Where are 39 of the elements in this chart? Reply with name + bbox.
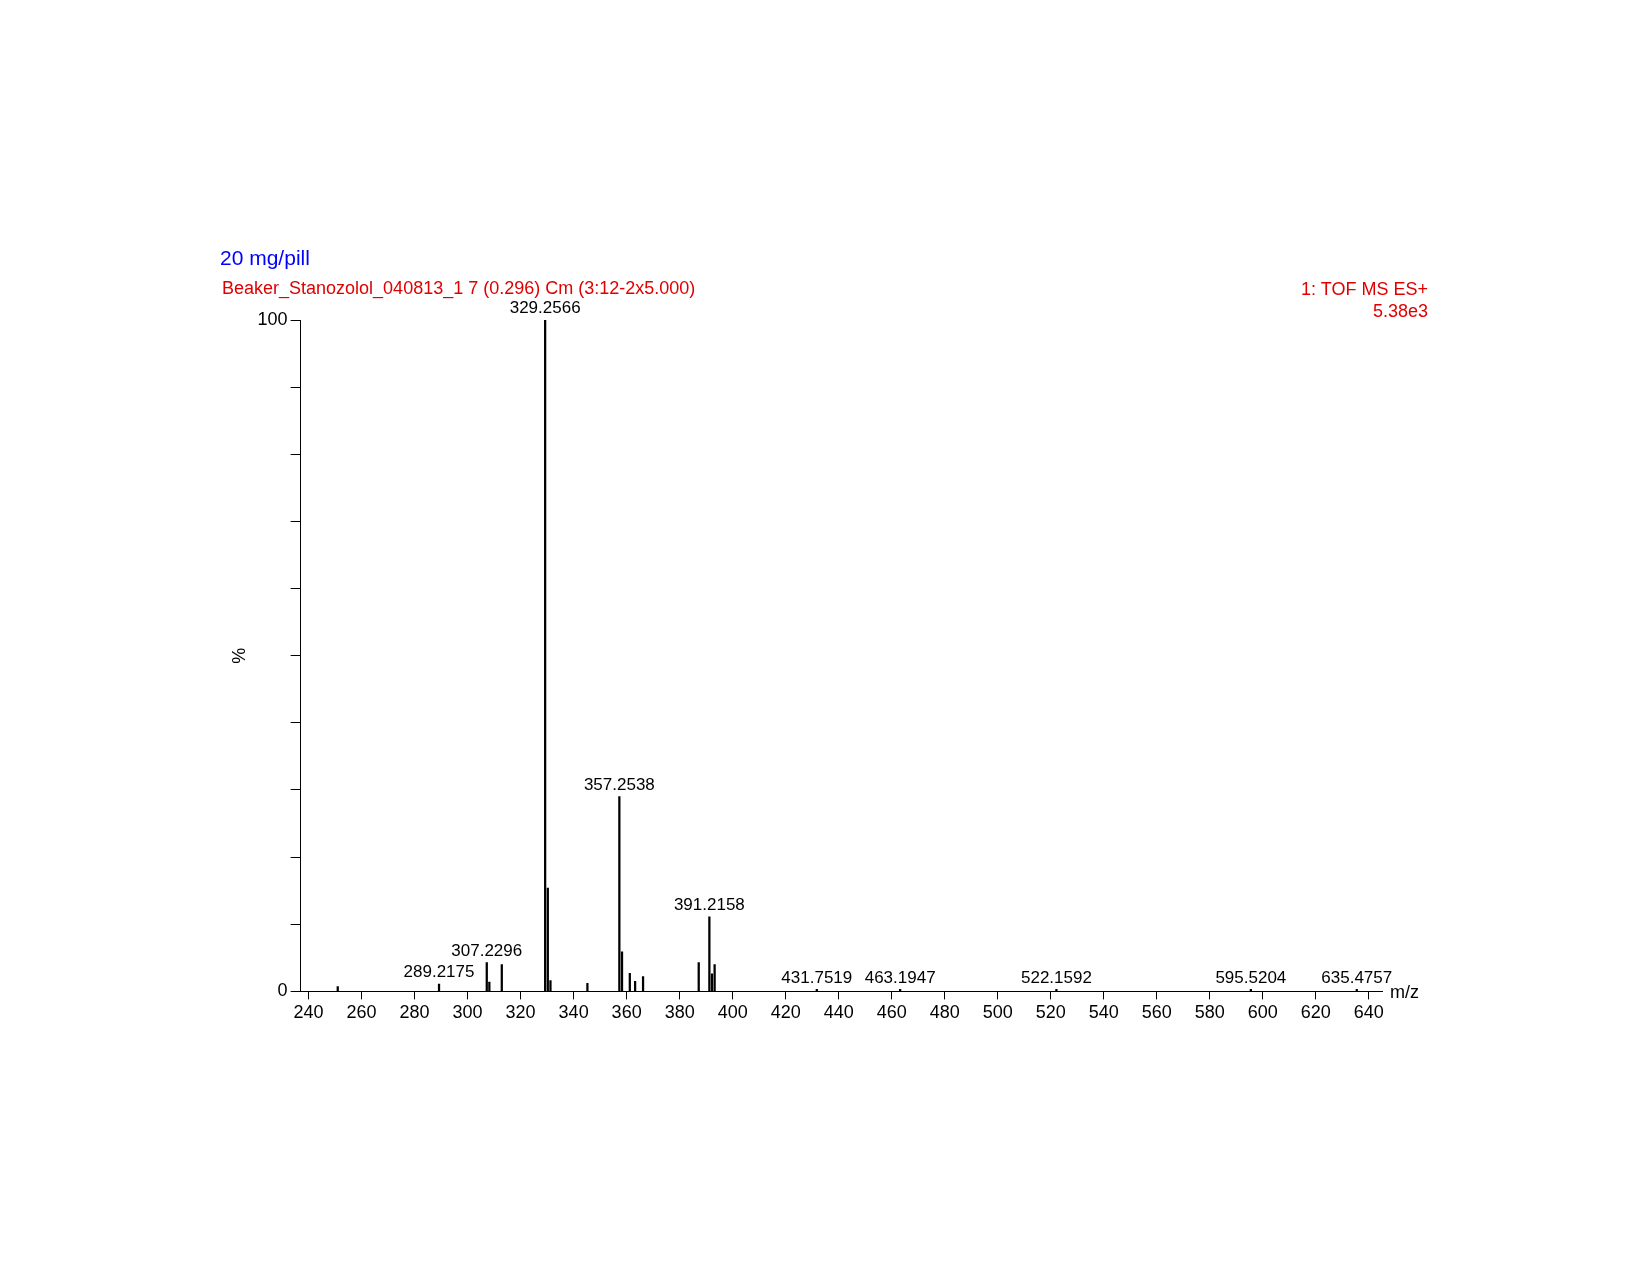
x-tick-label: 600 [1247, 1002, 1278, 1023]
annotation: 391.2158 [673, 895, 745, 915]
x-tick-label: 420 [770, 1002, 801, 1023]
x-tick-label: 280 [399, 1002, 430, 1023]
annotation: 463.1947 [864, 967, 936, 987]
x-axis-title: m/z [1390, 982, 1419, 1003]
y-axis-title: % [228, 647, 249, 664]
annotation: 522.1592 [1020, 967, 1092, 987]
x-tick-label: 540 [1088, 1002, 1119, 1023]
x-tick-label: 460 [876, 1002, 907, 1023]
annotation: 289.2175 [403, 962, 475, 982]
x-tick-label: 580 [1194, 1002, 1225, 1023]
annotation: 431.7519 [781, 967, 853, 987]
annotation: 595.5204 [1215, 967, 1287, 987]
x-tick-label: 240 [293, 1002, 324, 1023]
annotation: 307.2296 [451, 940, 523, 960]
annotation: 5.38e3 [1371, 300, 1428, 322]
chart-title: 20 mg/pill [220, 246, 310, 270]
x-tick-label: 260 [346, 1002, 377, 1023]
annotation: 357.2538 [583, 774, 655, 794]
x-tick-label: 560 [1141, 1002, 1172, 1023]
x-tick-label: 500 [982, 1002, 1013, 1023]
x-tick-label: 640 [1353, 1002, 1384, 1023]
x-tick-label: 440 [823, 1002, 854, 1023]
y-tick-label: 100 [257, 308, 288, 329]
text: 1: TOF MS ES+ [1301, 278, 1428, 300]
x-tick-label: 300 [452, 1002, 483, 1023]
x-tick-label: 340 [558, 1002, 589, 1023]
x-tick-label: 320 [505, 1002, 536, 1023]
x-tick-label: 620 [1300, 1002, 1331, 1023]
x-tick-label: 520 [1035, 1002, 1066, 1023]
x-tick-label: 380 [664, 1002, 695, 1023]
x-tick-label: 400 [717, 1002, 748, 1023]
y-tick-label: 0 [277, 980, 288, 1001]
annotation: 329.2566 [509, 298, 581, 318]
chart-subtitle: Beaker_Stanozolol_040813_1 7 (0.296) Cm (3:12-2x5.000) [222, 278, 696, 299]
annotation: 635.4757 [1321, 967, 1393, 987]
x-tick-label: 360 [611, 1002, 642, 1023]
x-tick-label: 480 [929, 1002, 960, 1023]
